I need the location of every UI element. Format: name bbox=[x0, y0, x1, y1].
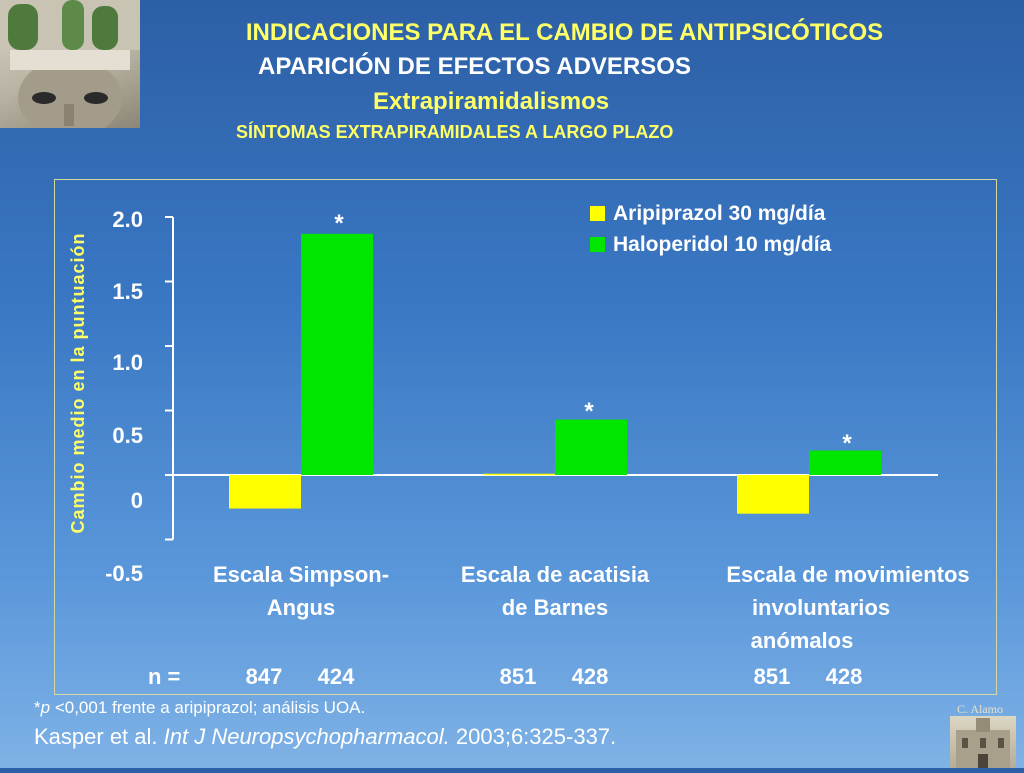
category-label: de Barnes bbox=[502, 595, 608, 620]
footnote-marker: * bbox=[34, 698, 41, 717]
subtopic-title: SÍNTOMAS EXTRAPIRAMIDALES A LARGO PLAZO bbox=[236, 122, 674, 142]
y-tick-label: -0.5 bbox=[105, 561, 143, 586]
significance-marker: * bbox=[584, 398, 594, 425]
y-axis-title: Cambio medio en la puntuación bbox=[68, 232, 88, 533]
n-value: 424 bbox=[318, 664, 355, 689]
bar-aripiprazol bbox=[229, 475, 301, 509]
building-logo bbox=[950, 716, 1016, 768]
category-label: Escala Simpson- bbox=[213, 562, 389, 587]
n-value: 428 bbox=[572, 664, 609, 689]
footnote-p: p bbox=[40, 698, 51, 717]
citation-authors: Kasper et al. bbox=[34, 724, 164, 749]
section-title: APARICIÓN DE EFECTOS ADVERSOS bbox=[258, 53, 691, 80]
bar-haloperidol bbox=[555, 419, 627, 475]
legend-swatch-haloperidol bbox=[590, 237, 605, 252]
n-value: 851 bbox=[500, 664, 537, 689]
category-label: Escala de movimientos bbox=[726, 562, 969, 587]
slide-title: INDICACIONES PARA EL CAMBIO DE ANTIPSICÓ… bbox=[245, 19, 884, 46]
y-tick-label: 0 bbox=[131, 488, 143, 513]
topic-title: Extrapiramidalismos bbox=[373, 88, 610, 115]
bar-aripiprazol bbox=[483, 473, 555, 476]
bar-haloperidol bbox=[809, 450, 881, 475]
y-tick-label: 2.0 bbox=[112, 207, 143, 232]
legend-swatch-aripiprazol bbox=[590, 206, 605, 221]
citation-journal: Int J Neuropsychopharmacol. bbox=[163, 724, 450, 749]
category-label: Escala de acatisia bbox=[461, 562, 650, 587]
n-value: 428 bbox=[826, 664, 863, 689]
legend-label-aripiprazol: Aripiprazol 30 mg/día bbox=[613, 202, 826, 225]
n-value: 851 bbox=[754, 664, 791, 689]
significance-marker: * bbox=[334, 210, 344, 237]
significance-marker: * bbox=[842, 430, 852, 457]
y-tick-label: 0.5 bbox=[112, 423, 143, 448]
category-label: involuntarios bbox=[752, 595, 890, 620]
y-tick-label: 1.0 bbox=[112, 350, 143, 375]
legend-label-haloperidol: Haloperidol 10 mg/día bbox=[613, 233, 832, 256]
puzzle-head-logo bbox=[0, 0, 140, 128]
bar-chart: 2.0 1.5 1.0 0.5 0 -0.5 Cambio medio en la punt… bbox=[68, 202, 969, 689]
citation-details: 2003;6:325-337. bbox=[449, 724, 617, 749]
category-label: anómalos bbox=[751, 628, 854, 653]
author-credit: C. Alamo bbox=[957, 702, 1004, 716]
category-label: Angus bbox=[267, 595, 335, 620]
y-tick-label: 1.5 bbox=[112, 279, 143, 304]
footnote: *p <0,001 frente a aripiprazol; análisis… bbox=[34, 698, 365, 718]
citation: Kasper et al. Int J Neuropsychopharmacol… bbox=[34, 724, 616, 750]
bar-haloperidol bbox=[301, 233, 373, 475]
n-label: n = bbox=[148, 664, 180, 689]
chart-frame bbox=[54, 179, 997, 695]
n-value: 847 bbox=[246, 664, 283, 689]
bar-aripiprazol bbox=[737, 475, 809, 514]
footnote-text: <0,001 frente a aripiprazol; análisis UO… bbox=[50, 698, 366, 717]
